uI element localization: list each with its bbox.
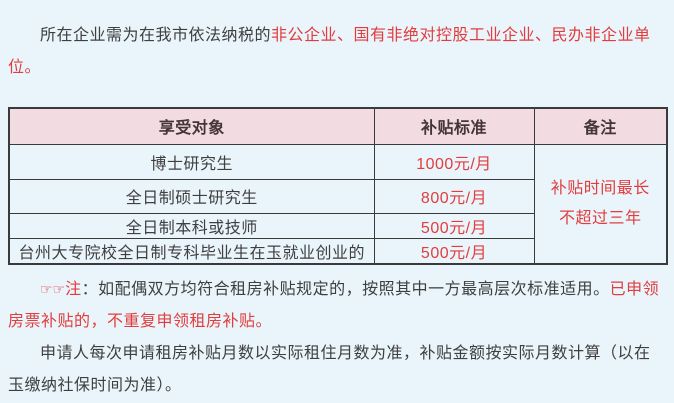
subsidy-table: 享受对象 补贴标准 备注 博士研究生 1000元/月 补贴时间最长不超过三年 全… — [8, 107, 668, 265]
intro-text-red: 非公企业、国有非绝对控股工业企业、民办非企业单位。 — [8, 27, 651, 76]
cell-standard: 800元/月 — [373, 178, 535, 214]
footnote-paragraph: 申请人每次申请租房补贴月数以实际租住月数为准，补贴金额按实际月数计算（以在玉缴纳… — [8, 345, 651, 394]
note-colon: ： — [81, 281, 99, 298]
table-row: 台州大专院校全日制专科毕业生在玉就业创业的 500元/月 — [8, 237, 667, 265]
cell-standard: 500元/月 — [373, 237, 535, 265]
cell-standard: 500元/月 — [373, 212, 535, 239]
cell-target: 全日制本科或技师 — [8, 212, 375, 239]
cell-remark: 补贴时间最长不超过三年 — [533, 143, 668, 265]
table-row: 全日制硕士研究生 800元/月 — [8, 178, 667, 214]
cell-target: 博士研究生 — [8, 143, 375, 180]
header-eligible-target: 享受对象 — [8, 107, 375, 145]
page: 所在企业需为在我市依法纳税的非公企业、国有非绝对控股工业企业、民办非企业单位。 … — [0, 20, 674, 403]
intro-paragraph: 所在企业需为在我市依法纳税的非公企业、国有非绝对控股工业企业、民办非企业单位。 — [8, 20, 666, 84]
intro-text-black: 所在企业需为在我市依法纳税的 — [40, 27, 272, 44]
header-subsidy-standard: 补贴标准 — [373, 107, 535, 145]
note-text-red: 已申领房票补贴的，不重复申领租房补贴。 — [8, 281, 660, 330]
table-header-row: 享受对象 补贴标准 备注 — [8, 107, 668, 145]
table-row: 全日制本科或技师 500元/月 — [8, 212, 667, 239]
note-label: 注 — [65, 281, 82, 298]
header-remark: 备注 — [533, 107, 668, 145]
pointing-hand-icons: ☞☞ — [40, 281, 66, 297]
cell-target: 全日制硕士研究生 — [8, 178, 375, 214]
note-text-black: 如配偶双方均符合租房补贴规定的，按照其中一方最高层次标准适用。 — [98, 281, 610, 298]
cell-standard: 1000元/月 — [373, 143, 535, 180]
table-row: 博士研究生 1000元/月 补贴时间最长不超过三年 — [8, 143, 668, 265]
note-paragraph: ☞☞注：如配偶双方均符合租房补贴规定的，按照其中一方最高层次标准适用。已申领房票… — [8, 273, 666, 338]
cell-target: 台州大专院校全日制专科毕业生在玉就业创业的 — [8, 237, 375, 265]
